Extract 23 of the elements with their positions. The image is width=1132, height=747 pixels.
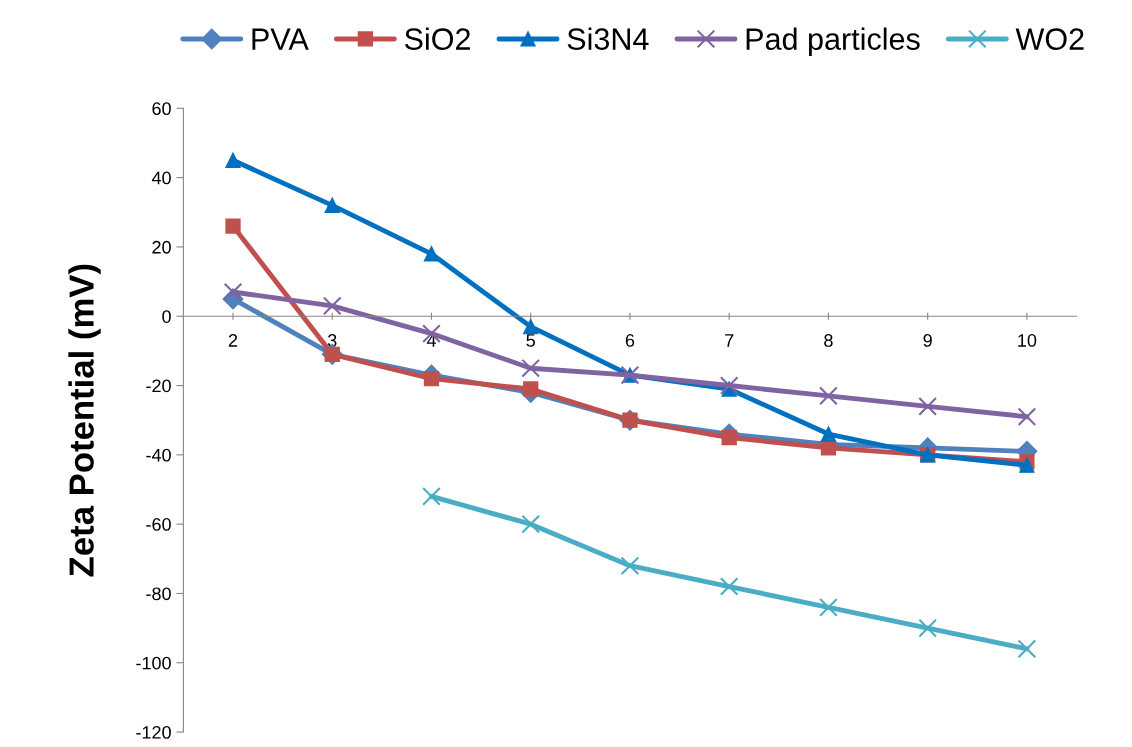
y-axis-title: Zeta Potential (mV)	[68, 264, 101, 577]
y-tick-label: -40	[146, 448, 171, 462]
y-tick-label: -20	[146, 379, 171, 393]
x-tick-label: 9	[923, 334, 932, 347]
y-tick-label: -80	[146, 587, 171, 601]
legend-label: Pad particles	[746, 27, 920, 56]
legend-label: WO2	[1015, 28, 1084, 50]
x-tick-label: 5	[526, 334, 535, 347]
y-tick-label: -120	[136, 725, 171, 739]
y-tick-label: 20	[152, 240, 171, 254]
legend-label: SiO2	[404, 27, 470, 50]
legend-label: PVA	[252, 28, 309, 50]
x-tick-label: 8	[824, 334, 833, 347]
y-tick-label: 0	[162, 310, 171, 323]
legend-label: Si3N4	[567, 27, 649, 50]
x-tick-label: 6	[625, 334, 635, 347]
y-tick-label: 40	[151, 171, 171, 185]
y-tick-label: -100	[136, 656, 171, 670]
y-tick-label: 60	[152, 102, 171, 116]
x-tick-label: 7	[725, 334, 734, 347]
y-tick-label: -60	[146, 518, 171, 531]
x-tick-label: 10	[1018, 334, 1037, 347]
x-tick-label: 2	[228, 334, 238, 347]
